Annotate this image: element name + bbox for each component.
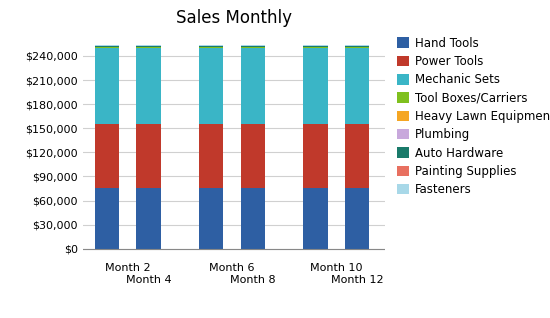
Bar: [345, 45, 370, 46]
Bar: [345, 189, 370, 249]
Bar: [95, 46, 119, 47]
Bar: [95, 45, 119, 46]
Text: Month 8: Month 8: [230, 275, 276, 285]
Text: Month 10: Month 10: [310, 263, 362, 273]
Bar: [95, 47, 119, 48]
Bar: [303, 124, 328, 189]
Bar: [199, 47, 223, 48]
Legend: Hand Tools, Power Tools, Mechanic Sets, Tool Boxes/Carriers, Heavy Lawn Equipmen: Hand Tools, Power Tools, Mechanic Sets, …: [394, 33, 550, 200]
Bar: [95, 48, 119, 124]
Bar: [303, 48, 328, 124]
Bar: [199, 48, 223, 124]
Bar: [136, 45, 161, 46]
Bar: [199, 46, 223, 47]
Text: Month 6: Month 6: [209, 263, 255, 273]
Bar: [345, 46, 370, 47]
Text: Month 4: Month 4: [126, 275, 172, 285]
Bar: [136, 48, 161, 124]
Bar: [345, 48, 370, 124]
Bar: [199, 45, 223, 46]
Bar: [303, 47, 328, 48]
Bar: [95, 189, 119, 249]
Bar: [136, 189, 161, 249]
Bar: [241, 47, 265, 48]
Bar: [303, 45, 328, 46]
Bar: [136, 124, 161, 189]
Bar: [241, 189, 265, 249]
Title: Sales Monthly: Sales Monthly: [176, 10, 292, 27]
Text: Month 2: Month 2: [105, 263, 151, 273]
Bar: [345, 47, 370, 48]
Bar: [345, 124, 370, 189]
Bar: [136, 47, 161, 48]
Bar: [241, 124, 265, 189]
Bar: [241, 45, 265, 46]
Bar: [136, 46, 161, 47]
Bar: [241, 46, 265, 47]
Bar: [199, 124, 223, 189]
Bar: [241, 48, 265, 124]
Bar: [95, 124, 119, 189]
Bar: [303, 189, 328, 249]
Text: Month 12: Month 12: [331, 275, 383, 285]
Bar: [199, 189, 223, 249]
Bar: [303, 46, 328, 47]
